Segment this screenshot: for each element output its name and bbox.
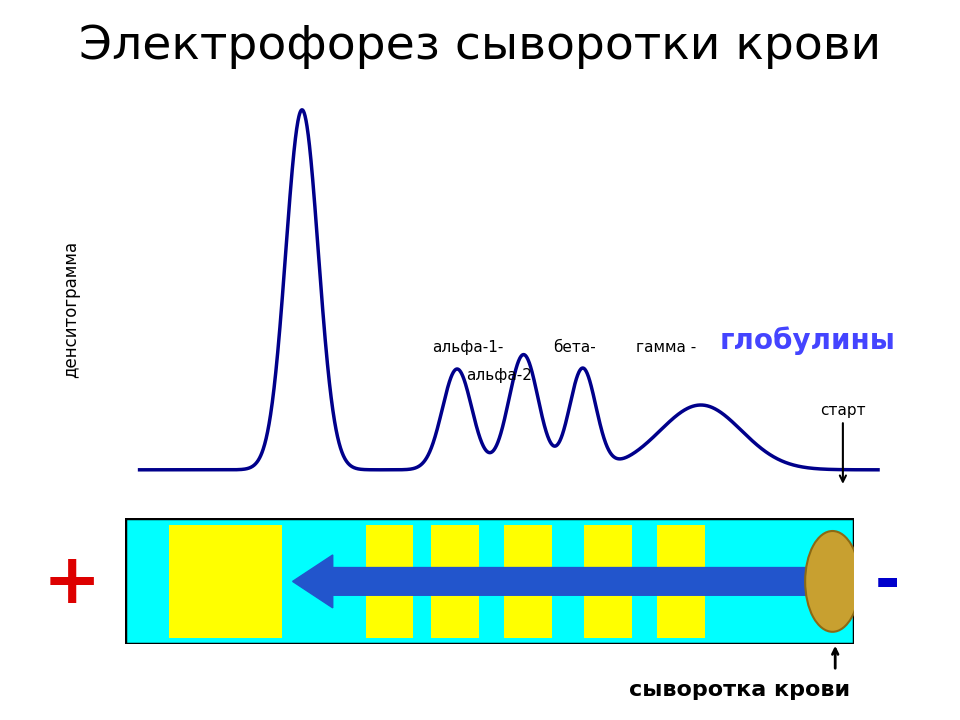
Text: альфа-1-: альфа-1-	[432, 340, 503, 355]
Text: альбумины: альбумины	[241, 534, 347, 552]
Text: глобулины: глобулины	[720, 326, 896, 355]
Bar	[585, 525, 632, 638]
Text: бета-: бета-	[553, 340, 596, 355]
Text: сыворотка крови: сыворотка крови	[629, 680, 850, 700]
Text: -: -	[875, 554, 900, 613]
Bar	[504, 525, 552, 638]
Text: Электрофорез сыворотки крови: Электрофорез сыворотки крови	[79, 24, 881, 69]
Text: гамма -: гамма -	[636, 340, 696, 355]
Text: альфа-2: альфа-2	[467, 368, 533, 383]
Text: +: +	[43, 549, 101, 617]
Bar	[658, 525, 705, 638]
Bar	[169, 525, 281, 638]
FancyArrow shape	[293, 555, 810, 608]
Text: денситограмма: денситограмма	[62, 241, 80, 378]
Ellipse shape	[805, 531, 860, 632]
Bar	[366, 525, 413, 638]
Text: старт: старт	[820, 402, 866, 482]
Bar	[431, 525, 479, 638]
